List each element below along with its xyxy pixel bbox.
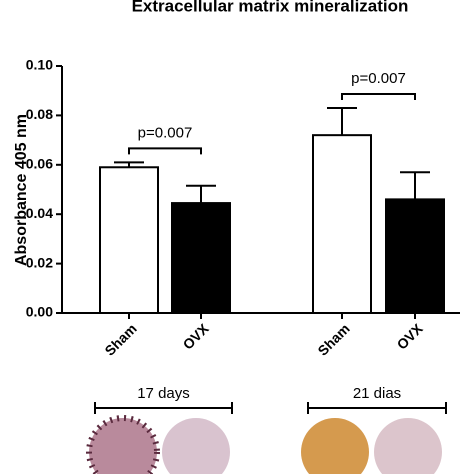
y-axis-label: Absorbance 405 nm bbox=[13, 114, 30, 266]
well-image bbox=[301, 418, 369, 474]
bar bbox=[385, 198, 445, 315]
x-tick-label: Sham bbox=[101, 320, 139, 358]
group-bracket bbox=[307, 402, 447, 414]
y-tick-label: 0.08 bbox=[26, 106, 53, 122]
group-bracket bbox=[94, 402, 233, 414]
well-images bbox=[86, 415, 442, 474]
chart-title: Extracellular matrix mineralization bbox=[132, 0, 409, 15]
y-tick-label: 0.02 bbox=[26, 254, 53, 270]
y-tick-label: 0.00 bbox=[26, 304, 53, 320]
x-tick-label: OVX bbox=[180, 320, 213, 353]
group-label: 21 dias bbox=[353, 385, 401, 402]
significance-bracket bbox=[128, 147, 202, 155]
x-tick-label: Sham bbox=[314, 320, 352, 358]
bar bbox=[171, 202, 231, 315]
p-value: p=0.007 bbox=[351, 70, 406, 87]
well-image bbox=[162, 418, 230, 474]
bar bbox=[312, 134, 372, 314]
y-tick-label: 0.04 bbox=[26, 205, 53, 221]
well-image-texture bbox=[86, 415, 160, 474]
well-image bbox=[89, 418, 157, 474]
p-value: p=0.007 bbox=[138, 124, 193, 141]
group-label: 17 days bbox=[137, 385, 190, 402]
x-tick-label: OVX bbox=[394, 320, 427, 353]
y-tick-label: 0.06 bbox=[26, 156, 53, 172]
significance-bracket bbox=[341, 92, 416, 100]
well-image bbox=[374, 418, 442, 474]
bar bbox=[99, 166, 159, 314]
y-tick-label: 0.10 bbox=[26, 57, 53, 73]
